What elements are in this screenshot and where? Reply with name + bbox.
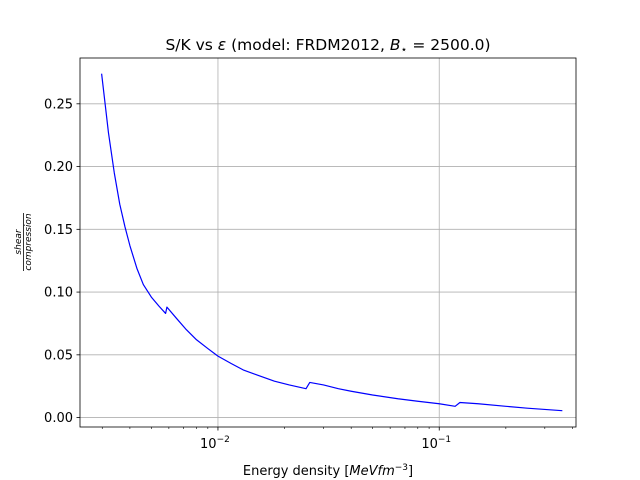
title-b: B xyxy=(390,36,401,54)
title-text-2: (model: FRDM2012, xyxy=(226,36,390,54)
y-tick-label: 0.15 xyxy=(44,223,73,238)
x-tick-base: 10 xyxy=(200,437,217,452)
title-text-1: S/K vs xyxy=(165,36,217,54)
x-axis: 10−2 10−1 xyxy=(101,427,573,452)
title-star: ⋆ xyxy=(401,43,408,56)
x-tick-exponent: −2 xyxy=(217,435,230,445)
y-tick-label: 0.05 xyxy=(44,348,73,363)
y-axis-label: shear compression xyxy=(14,213,34,271)
grid xyxy=(80,58,576,427)
series-line-0 xyxy=(101,73,563,412)
y-tick-label: 0.25 xyxy=(44,97,73,112)
chart-title: S/K vs ε (model: FRDM2012, B⋆ = 2500.0) xyxy=(165,36,490,56)
ylabel-denominator: compression xyxy=(24,213,34,271)
series-layer xyxy=(101,73,563,412)
y-axis: 0.00 0.05 0.10 0.15 0.20 0.25 xyxy=(44,97,80,426)
ylabel-numerator: shear xyxy=(14,228,24,254)
title-epsilon: ε xyxy=(218,36,226,54)
x-tick-exponent: −1 xyxy=(438,435,451,445)
x-tick-base: 10 xyxy=(421,437,438,452)
x-tick-label: 10−2 xyxy=(200,435,230,452)
xlabel-exponent: −3 xyxy=(395,463,408,473)
xlabel-text-2: ] xyxy=(408,464,413,479)
x-tick-label: 10−1 xyxy=(421,435,451,452)
y-tick-label: 0.20 xyxy=(44,160,73,175)
plot-frame xyxy=(79,57,577,428)
title-text-3: = 2500.0) xyxy=(407,36,490,54)
xlabel-text-1: Energy density [ xyxy=(243,464,350,479)
xlabel-unit: MeVfm xyxy=(349,464,394,479)
x-axis-label: Energy density [MeVfm−3] xyxy=(243,463,413,479)
y-tick-label: 0.10 xyxy=(44,286,73,301)
y-tick-label: 0.00 xyxy=(44,411,73,426)
